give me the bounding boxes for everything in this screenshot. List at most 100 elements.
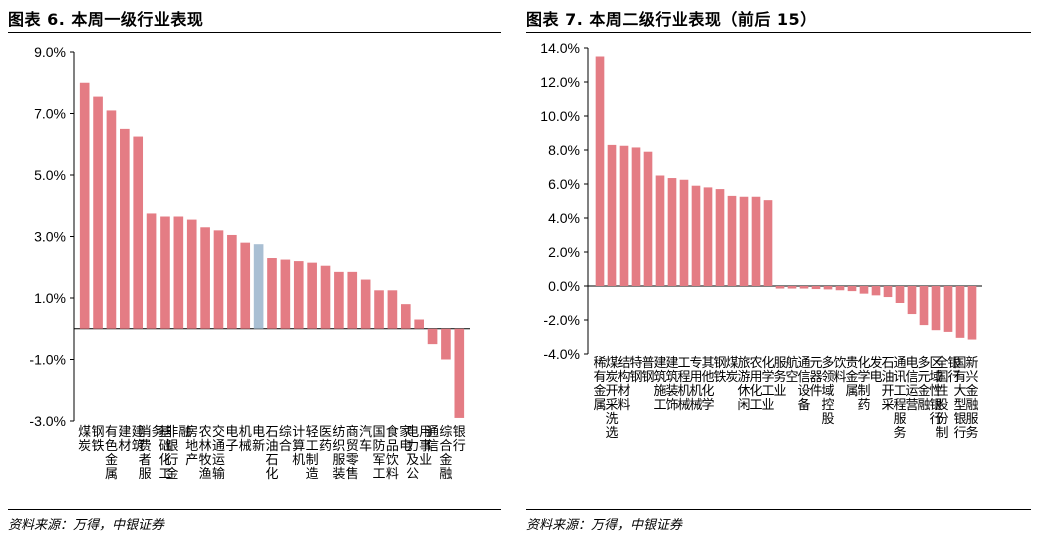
- x-category-char: 基: [158, 425, 171, 440]
- x-category-char: 务: [893, 425, 906, 441]
- x-category-char: 融: [439, 467, 452, 482]
- x-category-char: 铁: [713, 370, 726, 385]
- y-tick-label: 12.0%: [540, 74, 580, 90]
- x-category-char: 件: [809, 384, 822, 399]
- x-category-char: 学: [857, 369, 870, 385]
- x-category-char: 食: [386, 424, 399, 440]
- bar: [883, 286, 893, 298]
- x-category-char: 有: [105, 425, 118, 440]
- x-category-char: 筑: [665, 369, 678, 385]
- bar: [307, 262, 317, 329]
- y-tick-label: 2.0%: [548, 244, 580, 260]
- x-category-char: 其: [701, 356, 714, 371]
- bar: [775, 286, 785, 289]
- bar: [186, 219, 197, 329]
- x-category-char: 础: [158, 439, 171, 454]
- x-category-char: 筑: [653, 369, 666, 385]
- x-category-label: 电新: [252, 425, 265, 454]
- x-category-char: 料: [833, 370, 846, 385]
- x-category-char: 电: [225, 425, 238, 440]
- x-category-char: 属: [593, 398, 606, 413]
- x-category-char: 融: [917, 398, 930, 413]
- x-category-char: 化: [857, 356, 870, 371]
- bar: [931, 286, 941, 331]
- bar: [293, 261, 304, 329]
- x-category-char: 汽: [359, 425, 372, 440]
- x-category-char: 新: [965, 355, 978, 371]
- x-category-char: 工: [158, 467, 171, 482]
- x-category-char: 电: [252, 425, 265, 440]
- x-category-char: 料: [386, 467, 399, 482]
- x-category-char: 区: [929, 356, 942, 371]
- x-category-char: 行: [947, 370, 960, 385]
- bar: [919, 286, 929, 326]
- x-category-char: 银: [165, 439, 178, 454]
- bar: [955, 286, 965, 338]
- x-category-char: 费: [139, 439, 152, 454]
- bar: [120, 128, 130, 329]
- bar: [387, 290, 398, 329]
- x-category-char: 务: [152, 424, 165, 440]
- x-category-char: 洗: [605, 412, 618, 427]
- bar-chart-level1: 9.0%7.0%5.0%3.0%1.0%-1.0%-3.0%煤炭钢铁有色金属建材…: [29, 44, 470, 482]
- x-category-label: 计算机: [292, 425, 305, 468]
- x-category-char: 金: [593, 383, 606, 399]
- x-category-char: 化: [265, 467, 278, 482]
- x-category-char: 事: [419, 439, 432, 454]
- x-category-char: 械: [677, 398, 690, 413]
- x-category-char: 公: [406, 467, 419, 482]
- x-category-char: 钢: [641, 370, 654, 385]
- x-category-char: 农: [199, 425, 212, 440]
- x-category-label: 钢铁: [713, 356, 726, 385]
- x-category-char: 钢: [92, 425, 105, 440]
- x-category-char: 军: [373, 453, 386, 468]
- x-category-char: 制: [306, 453, 319, 468]
- bar: [200, 227, 210, 329]
- x-category-char: 综: [279, 425, 292, 440]
- x-category-char: 饰: [665, 398, 678, 413]
- x-category-char: 计: [292, 425, 305, 440]
- x-category-char: 铁: [92, 439, 105, 454]
- x-category-char: 材: [617, 384, 630, 399]
- x-category-char: 电: [399, 439, 412, 454]
- x-category-label: 综合: [279, 425, 292, 454]
- x-category-char: 交: [212, 424, 225, 440]
- x-category-char: 化: [761, 356, 774, 371]
- x-category-char: 建: [118, 425, 131, 440]
- x-category-char: 医: [319, 425, 332, 440]
- x-category-char: 属: [105, 467, 118, 482]
- x-category-char: 用: [419, 425, 432, 440]
- x-category-char: 贵: [845, 356, 858, 371]
- x-category-char: 制: [857, 384, 870, 399]
- x-category-char: 股: [821, 412, 834, 427]
- x-category-char: 休: [737, 384, 750, 399]
- bar: [454, 328, 465, 418]
- x-category-char: 兴: [965, 370, 978, 385]
- x-category-char: 属: [845, 384, 858, 399]
- x-category-char: 发: [869, 355, 882, 371]
- x-category-char: 林: [199, 439, 212, 454]
- bar: [763, 200, 773, 286]
- x-category-char: 算: [292, 439, 305, 454]
- x-category-char: 选: [605, 426, 618, 441]
- x-category-char: 程: [677, 370, 690, 385]
- bar: [79, 82, 90, 329]
- x-category-char: 机: [689, 384, 702, 399]
- bar: [739, 196, 749, 286]
- x-category-char: 控: [821, 398, 834, 413]
- x-category-char: 及: [406, 453, 419, 468]
- x-category-char: 炭: [78, 439, 91, 454]
